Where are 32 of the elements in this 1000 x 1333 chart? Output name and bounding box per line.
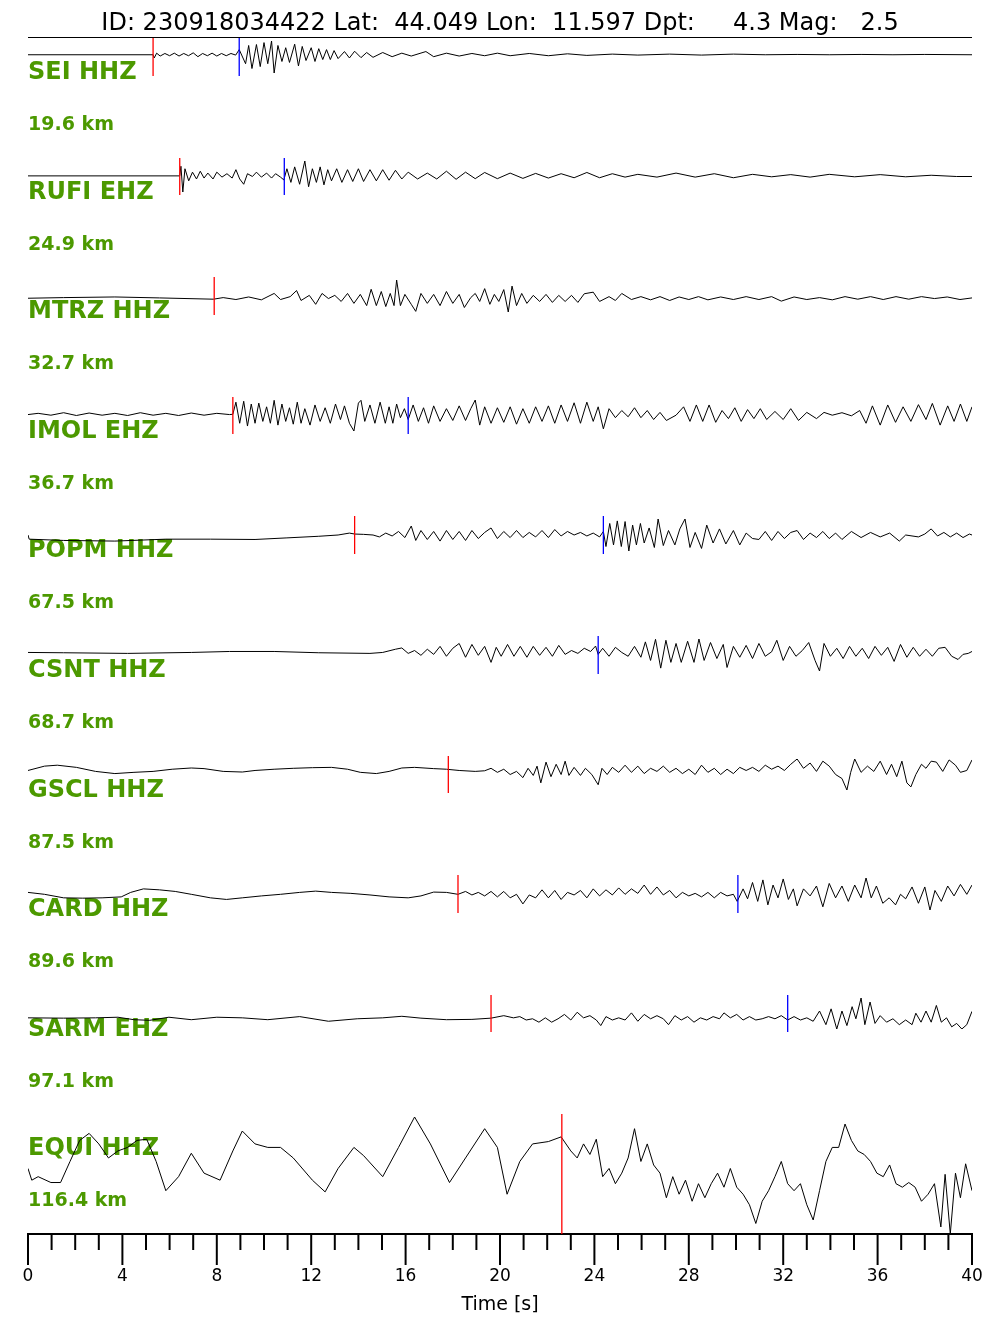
- annotation: RUFI EHZ: [28, 177, 154, 206]
- annotation: IMOL EHZ: [28, 416, 159, 445]
- text: 36.7 km: [28, 470, 114, 493]
- chart-title: ID: 230918034422 Lat: 44.049 Lon: 11.597 Dpt: 4.3 Mag: 2.5: [100, 8, 900, 36]
- x-tick-label: 20: [489, 1264, 511, 1285]
- text: 32.7 km: [28, 350, 114, 373]
- x-tick-label: 12: [300, 1264, 323, 1285]
- x-tick-label: 36: [866, 1264, 889, 1285]
- annotation: CARD HHZ: [28, 894, 169, 923]
- annotation: SEI HHZ: [28, 57, 137, 86]
- x-tick-label: 40: [961, 1264, 983, 1285]
- x-tick-label: 28: [677, 1264, 700, 1285]
- text: 97.1 km: [28, 1068, 114, 1091]
- annotation: CSNT HHZ: [28, 655, 166, 684]
- x-tick-label: 0: [22, 1264, 34, 1285]
- text: 89.6 km: [28, 948, 114, 971]
- annotation: 116.4 km: [28, 1187, 128, 1210]
- x-tick-label: 8: [211, 1264, 223, 1285]
- text: 87.5 km: [28, 829, 114, 852]
- x-tick-label: 32: [772, 1264, 795, 1285]
- text: 68.7 km: [28, 709, 114, 732]
- text: 19.6 km: [28, 111, 114, 134]
- annotation: SARM EHZ: [28, 1014, 169, 1043]
- x-tick-label: 4: [116, 1264, 128, 1285]
- annotation: GSCL HHZ: [28, 775, 164, 804]
- annotation: POPM HHZ: [28, 535, 174, 564]
- text: 67.5 km: [28, 589, 114, 612]
- text: 24.9 km: [28, 231, 114, 254]
- x-tick-label: 24: [583, 1264, 606, 1285]
- x-tick-label: 16: [394, 1264, 417, 1285]
- x-axis-title: Time [s]: [460, 1291, 539, 1314]
- annotation: MTRZ HHZ: [28, 296, 171, 325]
